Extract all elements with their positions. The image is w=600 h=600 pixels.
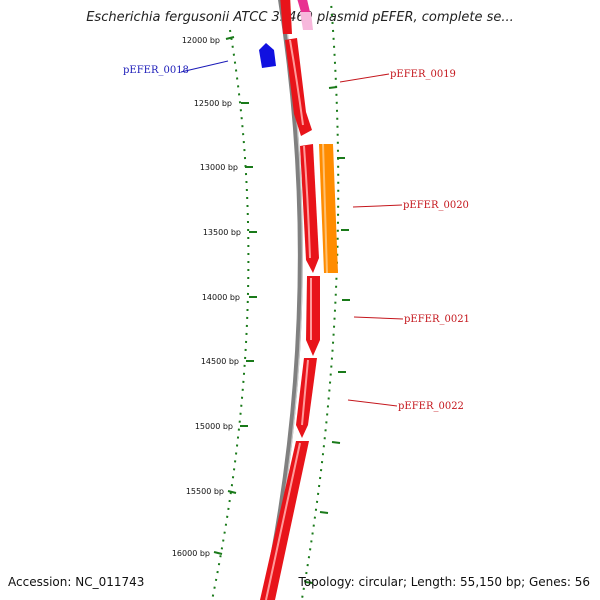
- leader-line-pEFER_0019: [339, 73, 390, 83]
- gene-label-pEFER_0020: pEFER_0020: [403, 200, 469, 211]
- tick-label: 14500 bp: [201, 357, 239, 366]
- leader-line-pEFER_0020: [352, 204, 403, 208]
- tick-14500: 14500 bp: [201, 357, 254, 366]
- tick-label: 12000 bp: [182, 36, 220, 45]
- tick-label: 14000 bp: [202, 293, 240, 302]
- gc-skew-ring: [211, 29, 250, 600]
- gene-pEFER_0018: [259, 43, 276, 68]
- tick-12000: 12000 bp: [182, 36, 235, 45]
- tick-label: 12500 bp: [194, 99, 232, 108]
- map-title: Escherichia fergusonii ATCC 35469 plasmi…: [86, 10, 514, 25]
- gene-pEFER_0021: [300, 144, 319, 273]
- gene-label-pEFER_0022: pEFER_0022: [398, 401, 464, 412]
- leader-line-pEFER_0022: [347, 399, 398, 407]
- summary-text: Topology: circular; Length: 55,150 bp; G…: [298, 575, 590, 589]
- tick-label: 16000 bp: [172, 549, 210, 558]
- gene-label-pEFER_0018: pEFER_0018: [123, 65, 189, 76]
- gene-label-pEFER_0021: pEFER_0021: [404, 314, 470, 325]
- tick-14000: 14000 bp: [202, 293, 257, 302]
- accession-text: Accession: NC_011743: [8, 575, 145, 589]
- tick-15000: 15000 bp: [195, 422, 248, 431]
- feature-top-pink: [297, 0, 310, 12]
- tick-label: 13000 bp: [200, 163, 238, 172]
- gene-pEFER_0022: [306, 276, 320, 356]
- tick-13500: 13500 bp: [203, 228, 257, 237]
- gene-pEFER_0020: [319, 144, 338, 273]
- tick-12500: 12500 bp: [194, 99, 249, 108]
- tick-label: 13500 bp: [203, 228, 241, 237]
- gene-label-pEFER_0019: pEFER_0019: [390, 69, 456, 80]
- tick-13000: 13000 bp: [200, 163, 253, 172]
- leader-line-pEFER_0021: [353, 316, 404, 320]
- tick-label: 15000 bp: [195, 422, 233, 431]
- tick-15500: 15500 bp: [186, 487, 237, 496]
- leader-line-pEFER_0018: [180, 60, 229, 73]
- tick-16000: 16000 bp: [172, 549, 223, 558]
- feature-top-red: [280, 0, 292, 34]
- tick-label: 15500 bp: [186, 487, 224, 496]
